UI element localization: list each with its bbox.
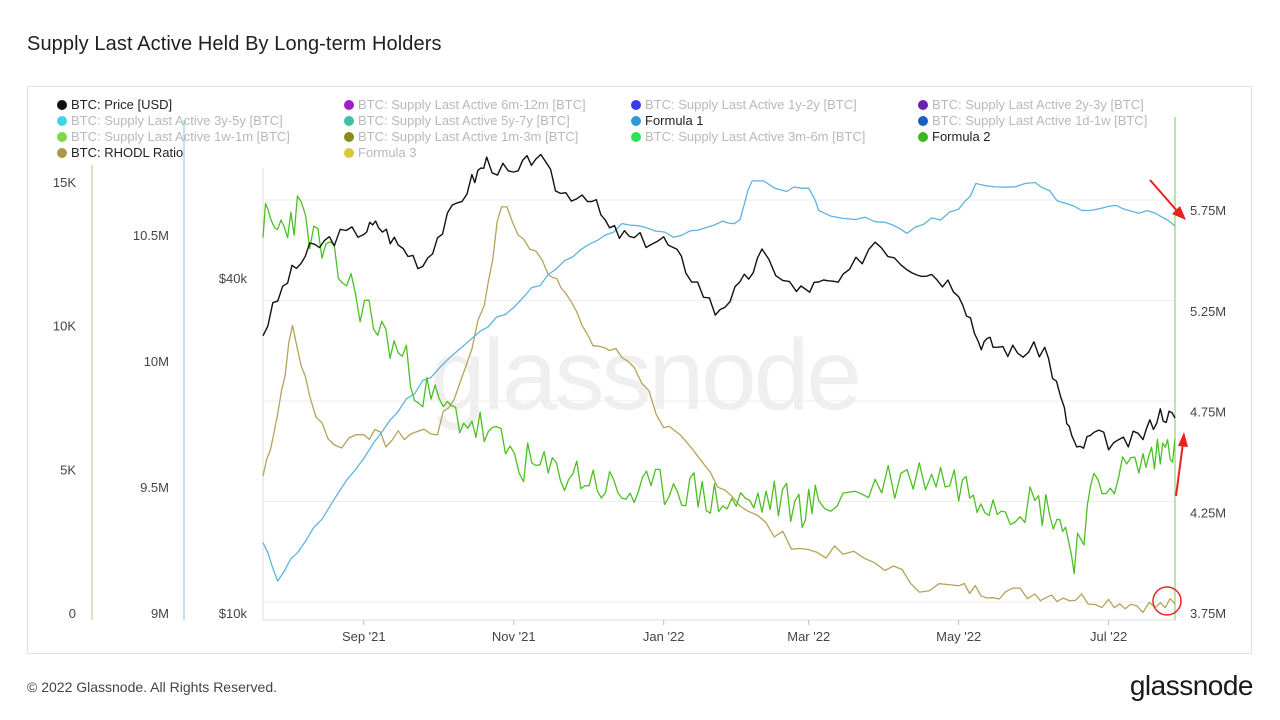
legend-item[interactable]: BTC: Supply Last Active 3y-5y [BTC] — [57, 113, 283, 128]
x-tick-label: Mar '22 — [787, 629, 830, 644]
legend-dot-icon — [918, 131, 928, 142]
legend-label: BTC: Supply Last Active 6m-12m [BTC] — [358, 97, 586, 112]
legend-label: BTC: Supply Last Active 1d-1w [BTC] — [932, 113, 1148, 128]
legend-item[interactable]: BTC: Supply Last Active 3m-6m [BTC] — [631, 129, 865, 144]
legend-item[interactable]: BTC: Supply Last Active 6m-12m [BTC] — [344, 97, 586, 112]
rhodl-tick-label: 10K — [53, 319, 76, 334]
legend-label: BTC: Supply Last Active 5y-7y [BTC] — [358, 113, 570, 128]
legend-dot-icon — [344, 131, 354, 142]
rhodl-tick-label: 5K — [60, 462, 76, 477]
formula1-tick-label: 9M — [151, 606, 169, 621]
legend-dot-icon — [631, 115, 641, 126]
legend-item[interactable]: BTC: Supply Last Active 1y-2y [BTC] — [631, 97, 857, 112]
legend-dot-icon — [918, 115, 928, 126]
legend-item[interactable]: BTC: Supply Last Active 5y-7y [BTC] — [344, 113, 570, 128]
legend-label: BTC: RHODL Ratio — [71, 145, 184, 160]
formula2-tick-label: 5.75M — [1190, 203, 1226, 218]
formula2-tick-label: 5.25M — [1190, 304, 1226, 319]
legend-item[interactable]: Formula 3 — [344, 145, 417, 160]
legend-label: BTC: Price [USD] — [71, 97, 173, 112]
x-tick-label: Nov '21 — [492, 629, 536, 644]
formula2-tick-label: 3.75M — [1190, 606, 1226, 621]
chart-frame — [27, 86, 1252, 654]
legend-dot-icon — [57, 115, 67, 126]
legend-item[interactable]: Formula 2 — [918, 129, 991, 144]
legend-label: BTC: Supply Last Active 1w-1m [BTC] — [71, 129, 290, 144]
legend: BTC: Price [USD] BTC: Supply Last Active … — [0, 0, 1280, 170]
legend-dot-icon — [344, 115, 354, 126]
legend-label: BTC: Supply Last Active 2y-3y [BTC] — [932, 97, 1144, 112]
legend-item[interactable]: BTC: Supply Last Active 2y-3y [BTC] — [918, 97, 1144, 112]
legend-label: Formula 3 — [358, 145, 417, 160]
formula1-tick-label: 10.5M — [133, 228, 169, 243]
legend-item[interactable]: BTC: Supply Last Active 1m-3m [BTC] — [344, 129, 578, 144]
legend-dot-icon — [918, 99, 928, 110]
gridlines — [263, 199, 1175, 603]
annotation-circle — [1152, 586, 1182, 616]
legend-dot-icon — [631, 131, 641, 142]
legend-label: BTC: Supply Last Active 3m-6m [BTC] — [645, 129, 866, 144]
annotation-arrow-down — [1149, 179, 1186, 220]
legend-label: BTC: Supply Last Active 1y-2y [BTC] — [645, 97, 857, 112]
legend-item[interactable]: BTC: RHODL Ratio — [57, 145, 183, 160]
chart-title: Supply Last Active Held By Long-term Hol… — [27, 33, 442, 55]
formula1-tick-label: 9.5M — [140, 480, 169, 495]
formula2-tick-label: 4.25M — [1190, 505, 1226, 520]
legend-label: BTC: Supply Last Active 3y-5y [BTC] — [71, 113, 283, 128]
legend-dot-icon — [344, 147, 354, 158]
brand-logo[interactable]: glassnode — [1129, 670, 1254, 701]
x-tick-label: Jan '22 — [643, 629, 685, 644]
legend-item[interactable]: BTC: Price [USD] — [57, 97, 172, 112]
legend-label: Formula 1 — [645, 113, 704, 128]
formula1-tick-label: 10M — [144, 354, 169, 369]
legend-dot-icon — [57, 99, 67, 110]
legend-dot-icon — [57, 147, 67, 158]
arrow-head — [1178, 432, 1188, 447]
price-tick-label: $10k — [219, 606, 248, 621]
formula2-line — [262, 195, 1176, 575]
rhodl-tick-label: 0 — [69, 606, 76, 621]
formula2-tick-label: 4.75M — [1190, 405, 1226, 420]
legend-item[interactable]: BTC: Supply Last Active 1d-1w [BTC] — [918, 113, 1147, 128]
legend-item[interactable]: Formula 1 — [631, 113, 704, 128]
legend-dot-icon — [344, 99, 354, 110]
x-tick-label: Sep '21 — [342, 629, 386, 644]
legend-label: Formula 2 — [932, 129, 991, 144]
legend-item[interactable]: BTC: Supply Last Active 1w-1m [BTC] — [57, 129, 290, 144]
arrow-head — [1172, 206, 1186, 220]
rhodl-tick-label: 15K — [53, 175, 76, 190]
rhodl-ratio-line — [262, 206, 1176, 614]
legend-dot-icon — [57, 131, 67, 142]
formula1-line — [262, 180, 1176, 582]
x-tick-label: May '22 — [936, 629, 981, 644]
copyright-footer: © 2022 Glassnode. All Rights Reserved. — [27, 679, 278, 695]
legend-dot-icon — [631, 99, 641, 110]
arrow-shaft — [1175, 442, 1184, 497]
annotation-arrow-up — [1175, 432, 1188, 497]
price-line — [262, 153, 1176, 451]
price-tick-label: $40k — [219, 271, 248, 286]
legend-label: BTC: Supply Last Active 1m-3m [BTC] — [358, 129, 579, 144]
x-tick-label: Jul '22 — [1090, 629, 1127, 644]
arrow-shaft — [1149, 179, 1179, 213]
